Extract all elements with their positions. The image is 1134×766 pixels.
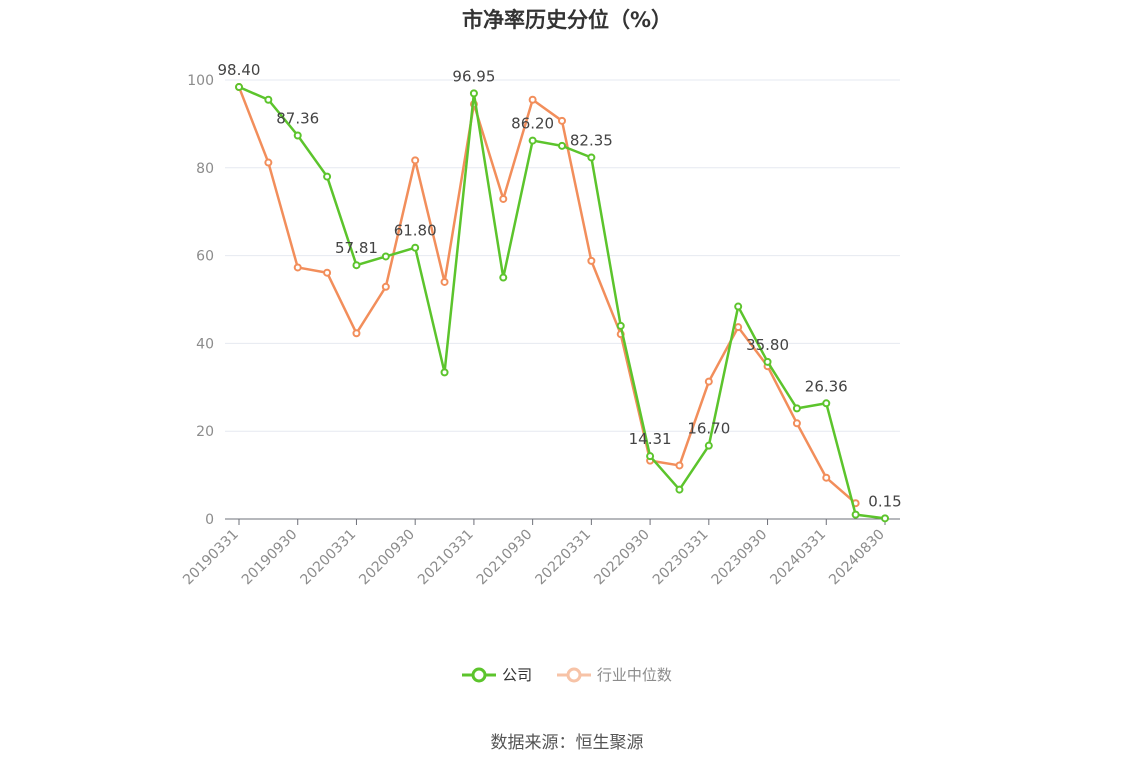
data-point-industry-median xyxy=(528,95,537,104)
data-point-industry-median xyxy=(792,419,801,428)
data-point-industry-median xyxy=(323,268,332,277)
y-tick-label: 20 xyxy=(196,424,214,440)
data-point-company xyxy=(440,368,449,377)
x-tick-label: 20220331 xyxy=(532,527,594,589)
series-lines xyxy=(235,83,889,523)
data-point-company xyxy=(528,136,537,145)
data-point-company xyxy=(851,510,860,519)
data-point-industry-median xyxy=(264,158,273,167)
data-point-industry-median xyxy=(822,473,831,482)
x-tick-label: 20240331 xyxy=(767,527,829,589)
legend-label-company: 公司 xyxy=(502,666,533,684)
data-label: 98.40 xyxy=(218,61,261,79)
data-point-company xyxy=(734,302,743,311)
data-point-industry-median xyxy=(440,277,449,286)
data-point-company xyxy=(293,131,302,140)
series-line-industry-median xyxy=(237,86,857,505)
y-tick-label: 100 xyxy=(187,73,214,89)
data-point-industry-median xyxy=(558,116,566,125)
data-point-industry-median xyxy=(499,194,508,203)
data-point-company xyxy=(881,514,889,523)
axes: 0 20 40 60 80 100 2019033120190930202003312020… xyxy=(180,73,900,588)
data-label: 0.15 xyxy=(868,492,901,510)
legend-industry-median-icon xyxy=(556,667,591,682)
data-label: 14.31 xyxy=(629,430,672,448)
data-label: 96.95 xyxy=(452,67,495,85)
x-tick-label: 20220930 xyxy=(591,527,653,589)
data-label: 82.35 xyxy=(570,131,613,149)
x-tick-label: 20210331 xyxy=(415,527,477,589)
data-point-company xyxy=(235,83,243,92)
data-point-company xyxy=(352,261,361,270)
data-point-industry-median xyxy=(411,156,420,165)
data-source: 数据来源：恒生聚源 xyxy=(490,733,644,753)
x-tick-label: 20200930 xyxy=(356,527,418,589)
x-tick-label: 20230331 xyxy=(650,527,712,589)
x-tick-label: 20190331 xyxy=(180,527,242,589)
data-point-company xyxy=(264,95,273,104)
data-point-industry-median xyxy=(587,256,596,265)
data-point-company xyxy=(616,321,625,330)
data-point-industry-median xyxy=(675,461,684,470)
data-point-industry-median xyxy=(352,329,361,338)
legend: 公司 行业中位数 xyxy=(0,664,1134,687)
data-point-company xyxy=(323,172,332,181)
y-tick-label: 80 xyxy=(196,161,214,177)
data-point-company xyxy=(558,141,566,150)
data-point-company xyxy=(646,452,655,461)
y-tick-label: 60 xyxy=(196,249,214,265)
data-label: 61.80 xyxy=(394,222,437,240)
data-label: 35.80 xyxy=(746,336,789,354)
data-label: 86.20 xyxy=(511,115,554,133)
grid-lines xyxy=(225,79,900,432)
legend-company-icon xyxy=(462,667,497,682)
data-point-company xyxy=(469,89,478,98)
legend-item-company[interactable]: 公司 xyxy=(462,664,532,685)
line-chart: 0 20 40 60 80 100 2019033120190930202003312020… xyxy=(180,61,902,588)
data-point-company xyxy=(792,404,801,413)
data-point-company xyxy=(381,252,390,261)
data-point-company xyxy=(411,243,420,252)
data-point-company xyxy=(763,357,772,366)
data-label: 57.81 xyxy=(335,239,378,257)
y-tick-label: 0 xyxy=(205,512,214,528)
data-point-company xyxy=(587,153,596,162)
legend-label-industry-median: 行业中位数 xyxy=(596,666,672,684)
data-point-company xyxy=(822,399,831,408)
data-label: 16.70 xyxy=(687,420,730,438)
data-point-industry-median xyxy=(704,377,713,386)
x-tick-label: 20210930 xyxy=(474,527,536,589)
data-label: 87.36 xyxy=(276,109,319,127)
data-point-company xyxy=(499,273,508,282)
data-point-industry-median xyxy=(293,263,302,272)
x-tick-label: 20190930 xyxy=(239,527,301,589)
y-tick-label: 40 xyxy=(196,336,214,352)
x-tick-label: 20240830 xyxy=(826,527,888,589)
series-line-company xyxy=(238,85,886,520)
data-point-company xyxy=(704,441,713,450)
x-tick-label: 20230930 xyxy=(709,527,771,589)
data-point-industry-median xyxy=(381,282,390,291)
x-tick-label: 20200331 xyxy=(298,527,360,589)
legend-item-industry-median[interactable]: 行业中位数 xyxy=(556,664,672,685)
data-label: 26.36 xyxy=(805,377,848,395)
data-labels: 98.40 87.36 57.81 61.80 96.95 86.20 82.35 14.31… xyxy=(218,61,902,510)
data-point-industry-median xyxy=(734,323,743,332)
chart-title: 市净率历史分位（%） xyxy=(461,8,673,32)
data-point-company xyxy=(675,485,684,494)
